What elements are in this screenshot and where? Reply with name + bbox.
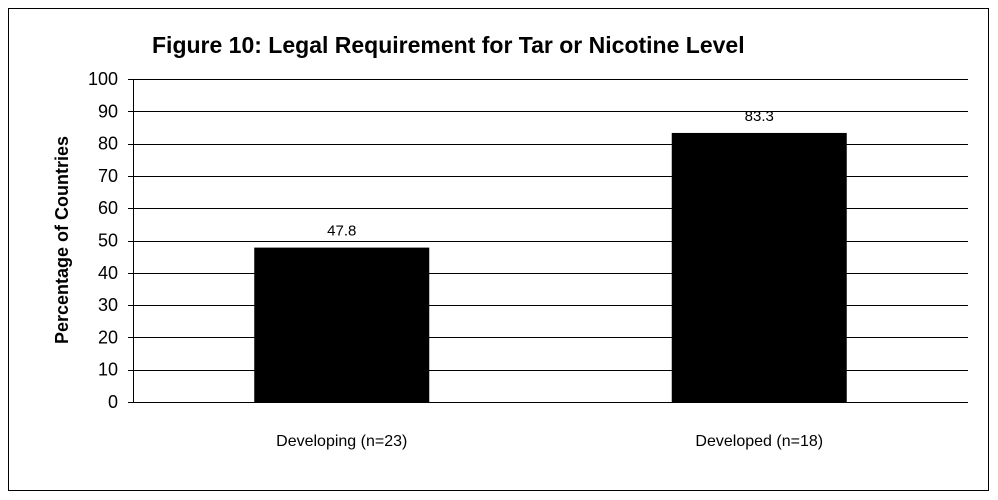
chart-title: Figure 10: Legal Requirement for Tar or … (152, 32, 745, 58)
bar (254, 247, 430, 402)
x-tick-label: Developed (n=18) (695, 433, 823, 450)
y-tick-label: 50 (98, 231, 118, 251)
y-tick-label: 0 (108, 392, 118, 412)
y-tick-label: 10 (98, 360, 118, 380)
bars (254, 132, 847, 403)
y-tick-label: 70 (98, 166, 118, 186)
y-tick-label: 90 (98, 101, 118, 121)
y-tick-label: 80 (98, 134, 118, 154)
y-tick-label: 30 (98, 295, 118, 315)
data-label: 83.3 (745, 108, 774, 125)
y-tick-label: 60 (98, 198, 118, 218)
y-tick-label: 20 (98, 327, 118, 347)
data-labels: 47.8 83.3 (327, 108, 774, 240)
y-tick-label: 40 (98, 263, 118, 283)
x-tick-labels: Developing (n=23) Developed (n=18) (276, 433, 823, 450)
y-tick-label: 100 (88, 69, 118, 89)
bar (671, 132, 847, 403)
axes (128, 79, 968, 403)
x-tick-label: Developing (n=23) (276, 433, 407, 450)
y-tick-labels: 0 10 20 30 40 50 60 70 80 90 100 (88, 69, 118, 412)
y-axis-label: Percentage of Countries (52, 136, 72, 344)
data-label: 47.8 (327, 223, 356, 240)
